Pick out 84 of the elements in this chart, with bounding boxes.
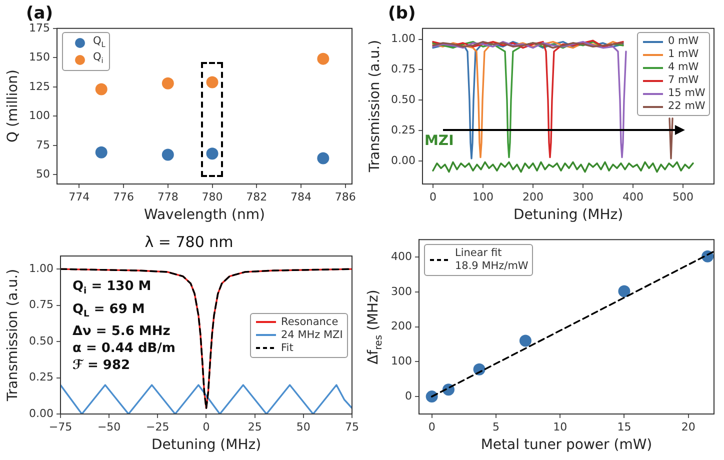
x-tick-label: 10	[553, 420, 568, 434]
point	[162, 148, 174, 161]
y-tick-label: 0.75	[390, 62, 416, 76]
x-tick-label: −50	[97, 420, 121, 434]
x-tick-label: 15	[617, 420, 632, 434]
x-tick-label: 780	[202, 190, 223, 204]
point	[519, 334, 532, 347]
x-axis-title: Detuning (MHz)	[151, 437, 262, 454]
y-tick-label: 300	[390, 284, 412, 298]
y-tick-label: 75	[36, 138, 50, 152]
y-tick-label: 1.00	[390, 32, 416, 46]
x-tick-label: 786	[334, 190, 356, 204]
x-tick-label: 784	[290, 190, 312, 204]
y-tick-label: 150	[28, 50, 50, 64]
legend-label: 24 MHz MZI	[281, 328, 343, 342]
legend-label: 7 mW	[668, 74, 699, 88]
x-tick-label: 0	[202, 420, 210, 434]
legend-label: Resonance	[281, 316, 338, 328]
annotation: Q$_{i}$ = 130 M	[72, 279, 152, 297]
legend-label: Q$_{L}$	[92, 35, 106, 52]
y-tick-label: 100	[28, 109, 50, 122]
point	[618, 285, 630, 298]
chart-title: (a)	[26, 4, 54, 24]
legend-label: 22 mW	[668, 100, 706, 114]
annotation: α = 0.44 dB/m	[72, 341, 176, 356]
legend-label: 15 mW	[668, 87, 706, 100]
y-tick-label: 0.75	[28, 298, 54, 312]
x-tick-label: 100	[472, 190, 494, 204]
legend-label: Q$_{i}$	[92, 51, 104, 68]
point	[317, 152, 330, 164]
point	[95, 83, 108, 96]
legend-label: 4 mW	[668, 61, 699, 74]
x-tick-label: 0	[429, 190, 436, 204]
y-tick-label: 0.00	[28, 406, 54, 420]
annotation: Q$_{L}$ = 69 M	[72, 302, 145, 320]
point	[206, 76, 218, 88]
x-tick-label: 774	[68, 190, 90, 204]
y-tick-label: 0.25	[28, 370, 54, 384]
chart-title: λ = 780 nm	[144, 232, 234, 251]
x-tick-label: 50	[296, 420, 310, 434]
y-tick-label: 1.00	[28, 262, 54, 275]
y-tick-label: 50	[36, 168, 50, 180]
x-axis-title: Wavelength (nm)	[144, 207, 265, 224]
annotation: ℱ = 982	[72, 358, 130, 374]
x-tick-label: 200	[522, 190, 544, 204]
x-tick-label: 400	[622, 190, 644, 204]
x-tick-label: 75	[345, 420, 359, 434]
y-tick-label: 0.25	[390, 123, 416, 136]
chart-title: (b)	[388, 4, 416, 24]
y-tick-label: 0.00	[390, 154, 416, 167]
y-tick-label: 400	[390, 250, 412, 263]
x-tick-label: 25	[248, 420, 262, 434]
y-tick-label: 200	[390, 320, 412, 333]
point	[206, 148, 218, 160]
y-tick-label: 175	[28, 21, 50, 34]
y-axis-title: Transmission (a.u.)	[5, 268, 21, 402]
x-tick-label: 5	[492, 420, 500, 434]
x-tick-label: 500	[672, 190, 694, 204]
x-axis-title: Metal tuner power (mW)	[480, 437, 652, 454]
annotation: MZI	[424, 132, 454, 150]
point	[162, 77, 174, 90]
y-axis-title: Transmission (a.u.)	[367, 40, 383, 172]
y-axis-title: Q (million)	[5, 70, 21, 143]
legend-label: 0 mW	[668, 35, 699, 48]
x-tick-label: 776	[113, 190, 134, 204]
x-tick-label: −75	[48, 420, 72, 434]
x-tick-label: 20	[681, 420, 696, 434]
x-axis-title: Detuning (MHz)	[513, 207, 624, 224]
point	[317, 52, 330, 65]
y-tick-label: 125	[28, 80, 50, 93]
x-tick-label: 300	[572, 190, 594, 204]
x-tick-label: −25	[146, 420, 170, 434]
x-tick-label: 778	[157, 190, 178, 204]
y-tick-label: 0	[404, 389, 412, 402]
y-tick-label: 0.50	[28, 334, 54, 348]
legend-label: Linear fit 18.9 MHz/mW	[454, 246, 528, 273]
legend-label: Fit	[281, 342, 294, 354]
x-tick-label: 782	[246, 190, 268, 204]
y-tick-label: 100	[390, 354, 412, 368]
point	[95, 146, 108, 158]
y-tick-label: 0.50	[390, 92, 416, 106]
x-tick-label: 0	[428, 420, 436, 434]
annotation: Δν = 5.6 MHz	[72, 324, 170, 340]
legend-label: 1 mW	[668, 48, 699, 62]
